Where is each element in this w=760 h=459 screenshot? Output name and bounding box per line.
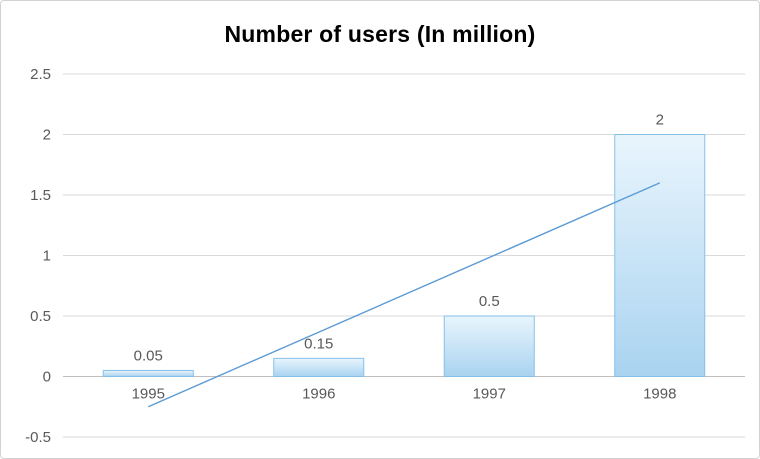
- bar-1996: [273, 357, 365, 378]
- y-tick-label: 2: [43, 127, 51, 144]
- data-label: 0.15: [304, 335, 333, 352]
- x-category-label: 1995: [132, 386, 165, 403]
- bar-1998: [614, 134, 706, 377]
- y-tick-label: 2.5: [30, 66, 51, 83]
- data-label: 0.5: [479, 293, 500, 310]
- trendline: [147, 182, 661, 408]
- y-tick-label: 0: [43, 369, 51, 386]
- y-tick-label: 1: [43, 248, 51, 265]
- y-tick-label: 1.5: [30, 187, 51, 204]
- x-category-label: 1996: [302, 386, 335, 403]
- data-label: 2: [656, 112, 664, 129]
- bar-1997: [443, 315, 535, 377]
- x-category-label: 1998: [643, 386, 676, 403]
- data-label: 0.05: [134, 347, 163, 364]
- x-category-label: 1997: [473, 386, 506, 403]
- y-tick-label: 0.5: [30, 308, 51, 325]
- bar-1995: [102, 369, 194, 378]
- chart-title: Number of users (In million): [224, 21, 536, 47]
- y-tick-label: -0.5: [25, 429, 51, 446]
